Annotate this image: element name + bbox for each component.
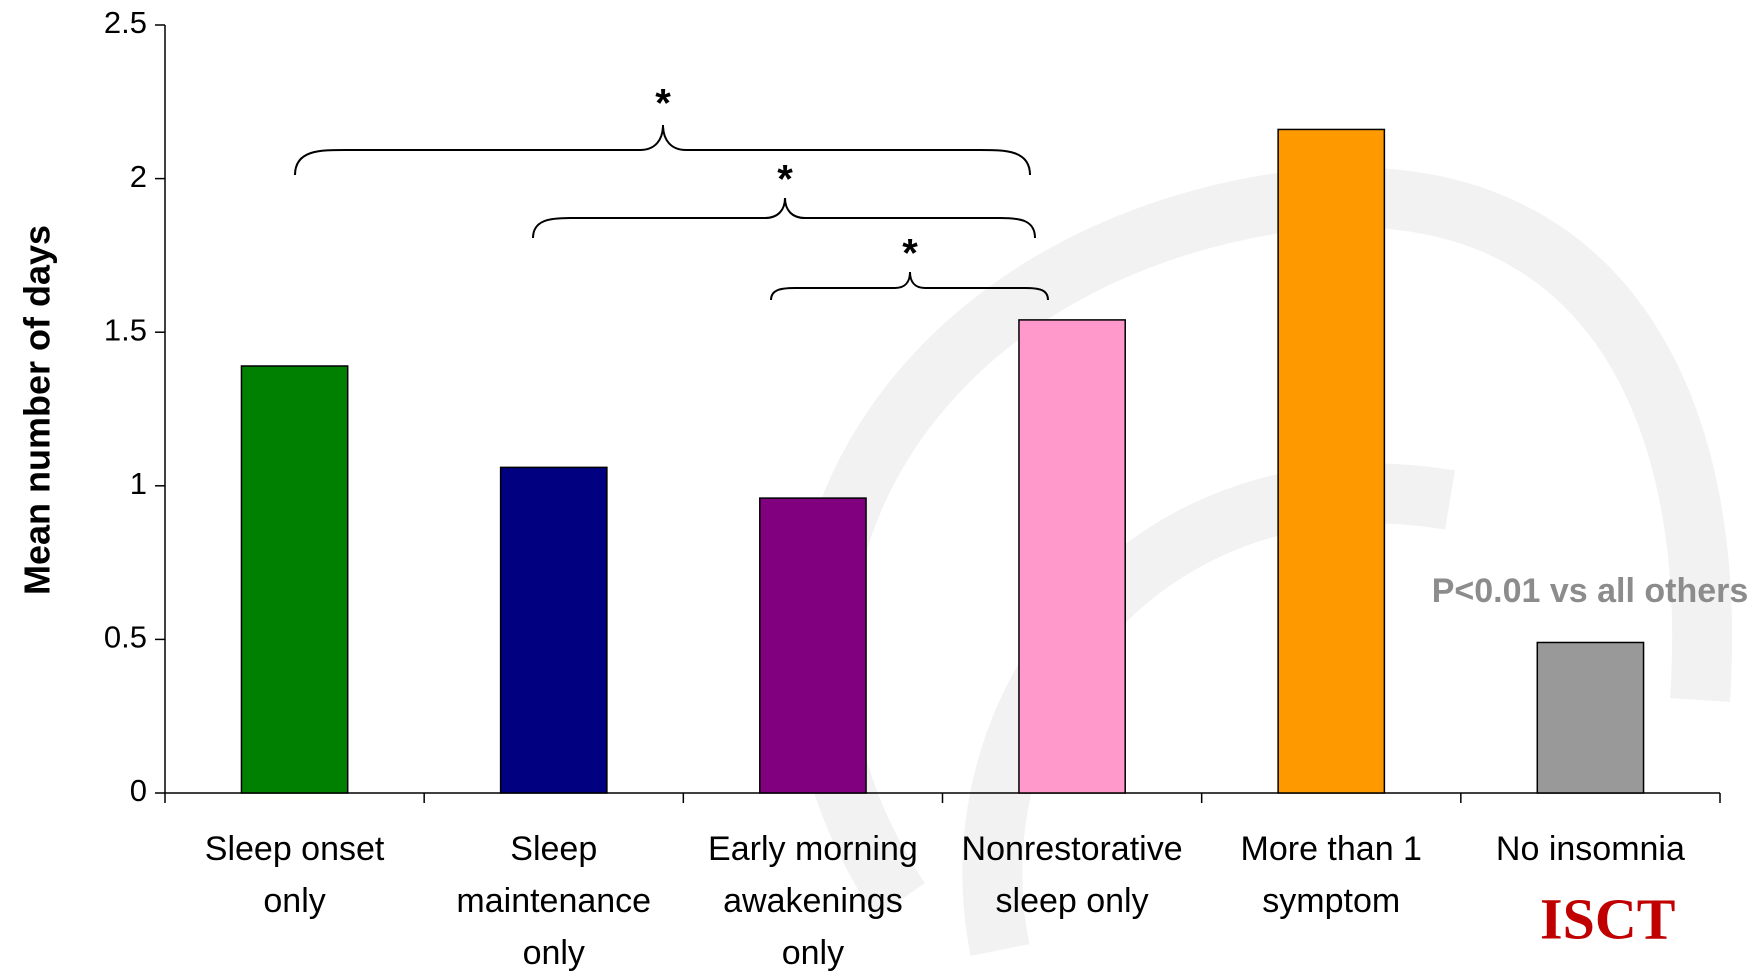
x-tick-label: Nonrestorative: [962, 830, 1183, 868]
annotation: *: [655, 82, 671, 126]
y-tick-label: 2: [130, 159, 147, 194]
bar: [1537, 642, 1643, 793]
annotation: P<0.01 vs all others: [1432, 572, 1749, 610]
y-tick-label: 2.5: [104, 5, 147, 40]
y-tick-label: 1: [130, 466, 147, 501]
bar: [1019, 320, 1125, 793]
x-tick-label: No insomnia: [1496, 830, 1685, 868]
x-tick-label: Sleep onset: [205, 830, 385, 868]
x-tick-label: sleep only: [996, 882, 1149, 920]
x-tick-label: maintenance: [456, 882, 651, 920]
annotation: *: [777, 158, 793, 202]
x-tick-label: Sleep: [510, 830, 597, 868]
bar: [501, 467, 607, 793]
y-tick-label: 0.5: [104, 620, 147, 655]
bar: [1278, 129, 1384, 793]
chart: * * * P<0.01 vs all others Mean number o…: [0, 0, 1752, 975]
x-tick-label: only: [263, 882, 325, 920]
significance-brackets: [295, 125, 1048, 300]
x-tick-label: only: [782, 934, 844, 972]
annotation: *: [902, 232, 918, 276]
x-tick-label: symptom: [1262, 882, 1400, 920]
page: {"chart_data": {"type": "bar", "y_label"…: [0, 0, 1752, 975]
x-tick-label: Early morning: [708, 830, 918, 868]
x-tick-label: only: [523, 934, 585, 972]
y-axis-title: Mean number of days: [17, 225, 58, 595]
x-tick-label: More than 1: [1241, 830, 1422, 868]
x-tick-label: awakenings: [723, 882, 903, 920]
bar: [760, 498, 866, 793]
y-tick-label: 0: [130, 773, 147, 808]
y-tick-label: 1.5: [104, 312, 147, 347]
bar: [241, 366, 347, 793]
logo: ISCT: [1540, 886, 1675, 951]
